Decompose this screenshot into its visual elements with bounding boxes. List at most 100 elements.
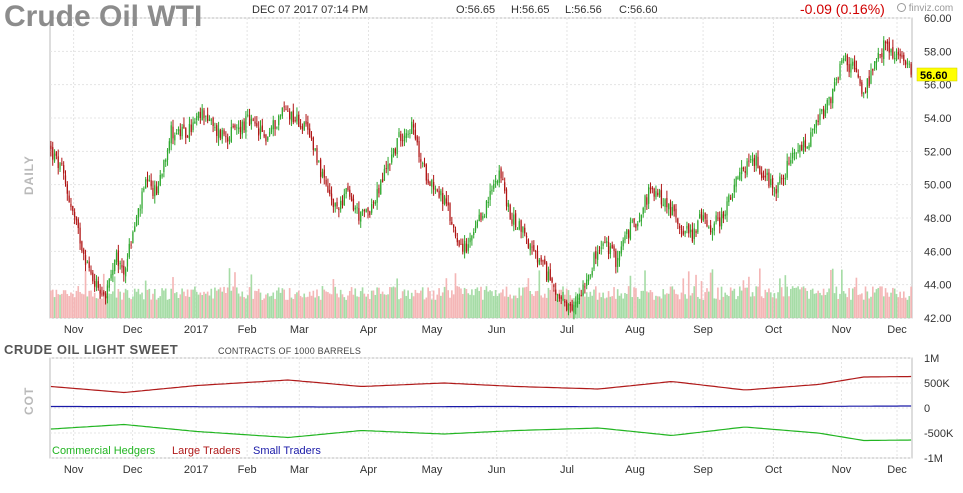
candle-body — [505, 189, 508, 207]
volume-bar — [731, 290, 734, 318]
candle-body — [637, 223, 639, 227]
volume-bar — [296, 292, 298, 318]
current-price-value: 56.60 — [920, 70, 948, 82]
candle-body — [886, 41, 889, 44]
volume-bar — [325, 291, 327, 318]
volume-bar — [241, 291, 244, 318]
volume-bar — [815, 293, 818, 318]
volume-bar — [92, 296, 94, 318]
candle-body — [644, 195, 646, 207]
candle-body — [186, 136, 189, 138]
volume-bar — [810, 289, 812, 318]
volume-bar — [350, 287, 353, 318]
volume-bar — [441, 292, 444, 318]
candle-body — [352, 198, 355, 210]
candle-body — [839, 63, 841, 79]
volume-bar — [500, 292, 502, 318]
volume-bar — [144, 280, 147, 318]
month-label: 2017 — [184, 324, 208, 336]
candle-body — [401, 140, 404, 142]
volume-bar — [299, 295, 302, 318]
volume-bar — [638, 298, 641, 318]
volume-bar — [697, 296, 699, 318]
candle-body — [163, 159, 165, 173]
candle-body — [487, 201, 489, 203]
candle-body — [436, 189, 438, 191]
volume-bar — [808, 298, 810, 318]
volume-bar — [822, 288, 825, 318]
month-label: Dec — [123, 324, 143, 336]
candle-body — [314, 148, 316, 151]
volume-bar — [604, 298, 606, 318]
volume-bar — [292, 298, 295, 318]
candle-body — [72, 205, 74, 211]
volume-bar — [445, 278, 448, 318]
candle-body — [735, 177, 737, 187]
volume-bar — [217, 289, 220, 318]
candle-body — [363, 210, 366, 211]
volume-bar — [361, 287, 364, 318]
volume-bar — [629, 275, 632, 318]
volume-bar — [616, 289, 619, 318]
volume-bar — [427, 287, 429, 318]
volume-bar — [831, 268, 834, 318]
volume-bar — [675, 293, 677, 318]
candle-body — [555, 289, 557, 295]
volume-bar — [680, 292, 683, 318]
candle-body — [700, 211, 703, 221]
candle-body — [219, 130, 222, 138]
candle-body — [622, 240, 624, 247]
volume-bar — [112, 291, 114, 318]
volume-bar — [496, 295, 499, 318]
candle-body — [679, 226, 681, 229]
candle-body — [427, 179, 429, 184]
daily-side-label: DAILY — [22, 155, 36, 195]
volume-bar — [487, 291, 490, 318]
volume-bar — [624, 292, 626, 318]
candle-body — [538, 259, 540, 265]
volume-bar — [589, 291, 592, 318]
candle-body — [855, 68, 858, 73]
volume-bar — [531, 294, 533, 318]
brand-logo[interactable]: finviz.com — [897, 3, 953, 14]
candle-body — [629, 221, 632, 240]
volume-bar — [141, 292, 143, 318]
candle-body — [440, 190, 442, 196]
volume-bar — [491, 291, 493, 318]
candle-body — [81, 241, 83, 252]
volume-bar — [757, 286, 759, 318]
candle-body — [719, 217, 721, 227]
candle-body — [152, 188, 154, 196]
candle-body — [837, 78, 839, 80]
volume-bar — [855, 277, 858, 318]
volume-bar — [587, 296, 590, 318]
volume-bar — [753, 296, 756, 318]
volume-bar — [436, 294, 439, 318]
candle-body — [123, 265, 125, 275]
volume-bar — [857, 294, 860, 318]
candle-body — [318, 161, 320, 163]
volume-bar — [210, 288, 213, 318]
candle-body — [598, 250, 601, 252]
candle-body — [799, 145, 801, 152]
candle-body — [724, 214, 726, 217]
candle-body — [750, 159, 752, 161]
volume-bar — [846, 297, 849, 318]
candle-body — [615, 251, 617, 267]
volume-bar — [864, 286, 867, 318]
volume-bar — [143, 299, 145, 318]
volume-bar — [53, 297, 56, 318]
volume-bar — [137, 288, 140, 318]
candle-body — [751, 159, 754, 162]
volume-bar — [287, 299, 289, 318]
volume-bar — [527, 278, 530, 318]
candle-body — [449, 203, 451, 221]
month-label: Sep — [693, 324, 713, 336]
candle-body — [380, 180, 382, 195]
candle-body — [883, 40, 885, 60]
volume-bar — [359, 291, 362, 318]
month-label: Feb — [238, 464, 257, 476]
volume-bar — [61, 293, 63, 318]
candle-body — [480, 212, 482, 220]
candle-body — [813, 128, 816, 130]
